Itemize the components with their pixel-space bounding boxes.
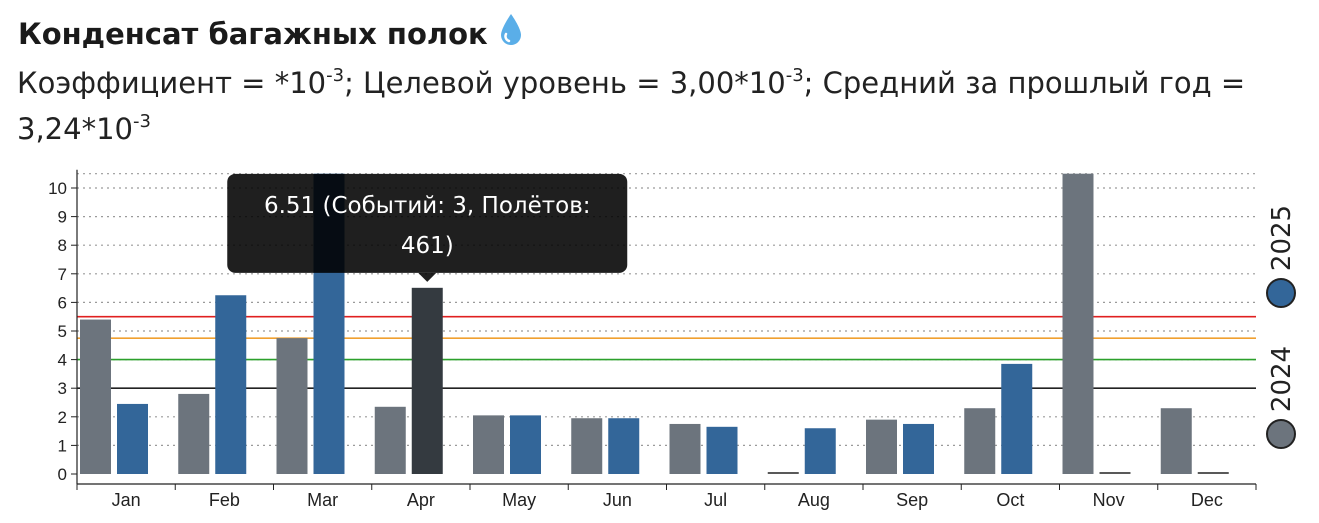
subtitle-target: ; Целевой уровень = 3,00*10 xyxy=(344,66,786,100)
bar-2024-mar[interactable] xyxy=(276,338,308,474)
tooltip-line-2: 461) xyxy=(401,233,454,259)
x-tick-label: Jun xyxy=(603,490,632,510)
bar-2025-may[interactable] xyxy=(510,415,541,474)
x-tick-label: Apr xyxy=(407,490,435,510)
x-tick-label: Jul xyxy=(704,490,727,510)
bar-2025-jan[interactable] xyxy=(117,403,148,474)
x-tick-label: Oct xyxy=(996,490,1024,510)
bar-2025-feb[interactable] xyxy=(215,295,247,474)
subtitle-exponent-1: -3 xyxy=(326,65,345,86)
y-tick-label: 3 xyxy=(58,379,67,398)
chart-subtitle: Коэффициент = *10-3; Целевой уровень = 3… xyxy=(17,60,1277,152)
tooltip-arrow xyxy=(418,272,437,282)
bar-2025-jul[interactable] xyxy=(706,426,738,474)
bar-2024-oct[interactable] xyxy=(964,408,996,474)
chart-title: Конденсат багажных полок xyxy=(18,12,524,55)
subtitle-exponent-2: -3 xyxy=(785,65,804,86)
x-tick-label: Aug xyxy=(798,490,830,510)
y-tick-label: 7 xyxy=(58,265,67,284)
y-tick-label: 6 xyxy=(58,293,67,312)
legend-label-2024[interactable]: 2024 xyxy=(1267,346,1297,412)
bar-2025-sep[interactable] xyxy=(903,423,934,474)
x-tick-label: Dec xyxy=(1191,490,1223,510)
subtitle-last-year: ; Средний за прошлый год = 3,24*10 xyxy=(17,66,1246,146)
y-tick-label: 1 xyxy=(58,436,67,455)
bar-2024-jan[interactable] xyxy=(80,319,111,474)
tooltip-line-1: 6.51 (Событий: 3, Полётов: xyxy=(264,193,591,219)
x-tick-label: Feb xyxy=(209,490,240,510)
x-tick-label: Sep xyxy=(896,490,928,510)
legend-marker-2025[interactable] xyxy=(1266,278,1296,308)
bar-2024-apr[interactable] xyxy=(374,406,406,474)
bar-2024-may[interactable] xyxy=(473,415,504,474)
bar-2024-dec[interactable] xyxy=(1160,408,1192,474)
bar-2024-jun[interactable] xyxy=(571,418,603,474)
chart-title-text: Конденсат багажных полок xyxy=(18,16,488,51)
bar-2025-jun[interactable] xyxy=(608,418,640,474)
y-tick-label: 4 xyxy=(58,351,67,370)
y-tick-label: 0 xyxy=(58,465,67,484)
subtitle-exponent-3: -3 xyxy=(132,111,151,132)
bar-2025-apr[interactable] xyxy=(411,287,443,474)
bar-2024-feb[interactable] xyxy=(178,393,210,474)
bar-2025-aug[interactable] xyxy=(804,428,836,474)
y-tick-label: 10 xyxy=(48,179,67,198)
droplet-icon xyxy=(498,12,524,55)
subtitle-coefficient: Коэффициент = *10 xyxy=(17,66,327,100)
y-tick-label: 2 xyxy=(58,408,67,427)
legend-marker-2024[interactable] xyxy=(1266,419,1296,449)
bar-2025-oct[interactable] xyxy=(1001,363,1033,474)
y-tick-label: 5 xyxy=(58,322,67,341)
y-tick-label: 8 xyxy=(58,236,67,255)
y-tick-label: 9 xyxy=(58,208,67,227)
x-tick-label: May xyxy=(502,490,536,510)
tooltip-box xyxy=(227,173,628,273)
x-tick-label: Nov xyxy=(1093,490,1125,510)
x-tick-label: Jan xyxy=(112,490,141,510)
x-tick-label: Mar xyxy=(307,490,338,510)
legend-label-2025[interactable]: 2025 xyxy=(1267,205,1297,271)
bar-2024-sep[interactable] xyxy=(866,419,897,474)
bar-2024-jul[interactable] xyxy=(669,423,701,474)
bar-2024-nov[interactable] xyxy=(1062,173,1094,474)
